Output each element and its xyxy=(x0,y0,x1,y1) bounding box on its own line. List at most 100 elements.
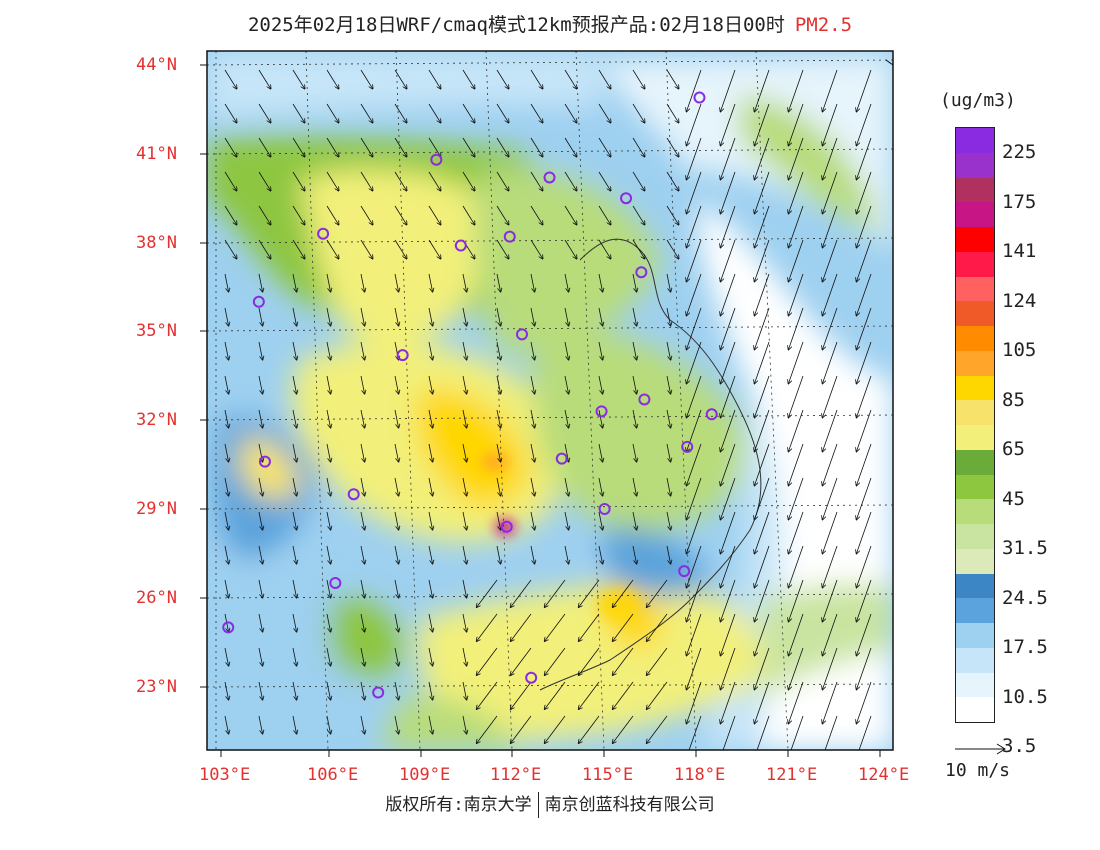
city-marker xyxy=(372,686,385,699)
wind-arrow xyxy=(258,171,271,191)
wind-arrow xyxy=(326,171,339,191)
wind-arrow xyxy=(462,443,467,462)
wind-arrow xyxy=(754,409,770,452)
color-bar-segment xyxy=(956,350,994,376)
wind-arrow xyxy=(754,171,770,214)
lon-label-115: 115°E xyxy=(582,765,634,785)
wind-arrow xyxy=(822,647,838,690)
wind-arrow xyxy=(224,443,229,462)
wind-arrow xyxy=(394,103,407,123)
wind-arrow xyxy=(462,545,467,564)
wind-arrow xyxy=(754,647,770,690)
wind-arrow xyxy=(292,511,297,530)
wind-arrow xyxy=(579,681,600,709)
wind-arrow xyxy=(856,273,872,316)
wind-arrow xyxy=(822,545,838,588)
wind-arrow xyxy=(720,239,736,282)
wind-arrow xyxy=(360,307,365,326)
wind-arrow xyxy=(360,239,373,259)
wind-arrow xyxy=(856,171,872,214)
color-bar-segment xyxy=(956,375,994,401)
wind-arrow xyxy=(496,137,509,157)
wind-arrow xyxy=(530,137,543,157)
color-bar-segment xyxy=(956,647,994,673)
wind-arrow xyxy=(326,511,331,530)
wind-arrow xyxy=(856,307,872,350)
wind-arrow xyxy=(598,137,611,157)
wind-arrow xyxy=(632,137,645,157)
lat-label-38: 38°N xyxy=(136,233,177,253)
wind-arrow xyxy=(360,375,365,394)
wind-arrow xyxy=(360,103,373,123)
color-bar-label: 10.5 xyxy=(1002,685,1048,708)
color-bar-segment xyxy=(956,227,994,252)
wind-arrow xyxy=(462,477,467,496)
wind-arrow xyxy=(720,375,736,418)
color-bar-label: 124 xyxy=(1002,289,1037,312)
wind-arrow xyxy=(428,681,433,700)
wind-arrow xyxy=(292,613,297,632)
wind-arrow xyxy=(511,613,532,641)
lat-label-29: 29°N xyxy=(136,499,177,519)
wind-arrow xyxy=(394,545,399,564)
wind-arrow xyxy=(360,545,365,564)
wind-arrow xyxy=(360,477,365,496)
color-bar-segment xyxy=(956,499,994,524)
wind-arrow xyxy=(428,69,441,89)
wind-arrow xyxy=(722,715,736,750)
copyright-footer: 版权所有:南京大学 南京创蓝科技有限公司 xyxy=(0,790,1100,818)
pollutant-label: PM2.5 xyxy=(794,14,853,36)
wind-arrow xyxy=(360,69,373,89)
wind-arrow xyxy=(598,341,603,360)
wind-arrow xyxy=(292,341,297,360)
wind-arrow xyxy=(788,341,804,384)
wind-arrow xyxy=(579,613,600,641)
wind-arrow xyxy=(632,443,637,462)
wind-arrow xyxy=(856,375,872,418)
wind-arrow xyxy=(822,681,838,724)
wind-arrow xyxy=(428,239,441,259)
wind-arrow xyxy=(822,273,838,316)
wind-arrow xyxy=(564,273,569,292)
wind-arrow xyxy=(788,647,804,690)
wind-arrow xyxy=(598,103,611,123)
wind-arrow xyxy=(856,579,872,622)
wind-arrow xyxy=(666,375,671,394)
wind-arrow xyxy=(258,205,271,225)
wind-arrow xyxy=(326,375,331,394)
wind-arrow xyxy=(564,205,577,225)
color-bar-label: 17.5 xyxy=(1002,636,1048,658)
wind-arrow xyxy=(666,409,671,428)
city-marker xyxy=(638,393,651,406)
wind-arrow xyxy=(394,137,407,157)
wind-arrow xyxy=(477,715,498,743)
color-bar-segment xyxy=(956,152,994,178)
wind-arrow xyxy=(545,613,566,641)
wind-arrow xyxy=(360,715,365,734)
wind-arrow xyxy=(856,137,872,180)
wind-arrow xyxy=(462,715,467,734)
wind-arrow xyxy=(394,171,407,191)
wind-arrow xyxy=(579,647,600,675)
color-bar-segment xyxy=(956,301,994,326)
wind-arrow xyxy=(788,205,804,248)
wind-arrow xyxy=(564,69,577,89)
wind-arrow xyxy=(360,613,365,632)
wind-arrow xyxy=(394,375,399,394)
wind-arrow xyxy=(613,681,634,709)
lon-label-121: 121°E xyxy=(766,765,818,785)
wind-arrow xyxy=(788,443,804,486)
wind-arrow xyxy=(632,341,637,360)
wind-arrow xyxy=(462,409,467,428)
wind-arrow xyxy=(754,443,770,486)
color-bar-label: 85 xyxy=(1002,388,1025,411)
wind-arrow xyxy=(720,307,736,350)
wind-arrow xyxy=(686,205,702,248)
wind-arrow xyxy=(428,273,433,292)
wind-arrow xyxy=(462,171,475,191)
wind-arrow xyxy=(326,409,331,428)
wind-arrow xyxy=(564,239,577,259)
lon-label-124: 124°E xyxy=(858,765,910,785)
wind-arrow xyxy=(496,443,501,462)
wind-arrow xyxy=(326,545,331,564)
